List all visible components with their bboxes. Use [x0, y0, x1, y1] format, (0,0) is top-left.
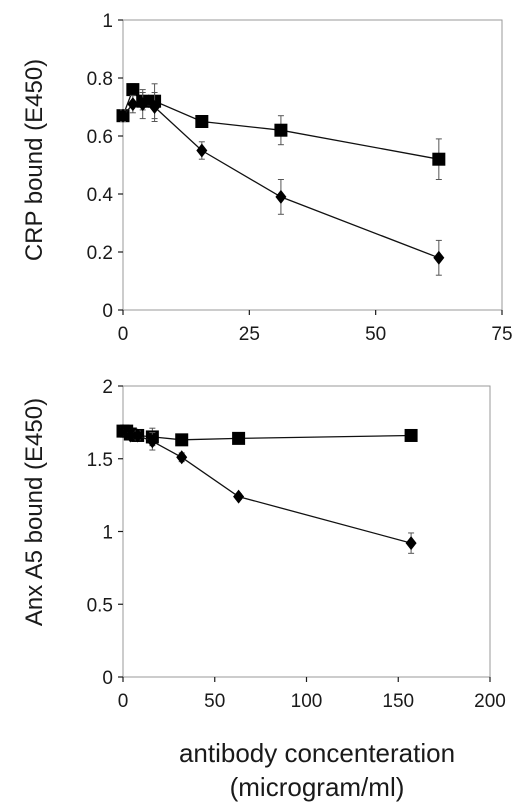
x-tick-label: 50: [204, 691, 225, 712]
x-tick-label: 75: [491, 324, 512, 345]
x-tick-label: 0: [118, 324, 129, 345]
data-point-square: [274, 123, 288, 137]
y-tick-label: 1: [102, 523, 113, 544]
y-tick-label: 0.6: [87, 127, 113, 148]
y-axis-title: CRP bound (E450): [21, 59, 48, 261]
data-point-diamond: [137, 97, 149, 112]
x-tick-label: 25: [239, 324, 260, 345]
data-point-diamond: [149, 100, 161, 114]
data-point-square: [232, 431, 246, 445]
data-point-square: [175, 433, 189, 447]
data-point-diamond: [127, 97, 139, 112]
data-point-diamond: [196, 143, 208, 158]
series-line-square: [123, 430, 412, 441]
plot-area-border: [122, 385, 491, 678]
x-axis-title-line-1: antibody concenteration: [179, 738, 455, 768]
x-tick-label: 50: [365, 324, 386, 345]
data-point-diamond: [433, 250, 445, 265]
y-tick-label: 1: [102, 11, 113, 32]
data-point-diamond: [405, 536, 417, 551]
plot-area-border: [122, 19, 503, 311]
y-tick-label: 0: [102, 301, 113, 322]
y-tick-label: 2: [102, 377, 113, 398]
crp-panel: CRP bound (E450) 0 0.2 0.4 0.6 0.8 1 0 25 50 75: [21, 11, 513, 345]
y-tick-label: 0: [102, 668, 113, 689]
data-point-square: [432, 152, 446, 166]
x-tick-label: 150: [382, 691, 414, 712]
data-point-diamond: [233, 489, 245, 504]
y-tick-label: 1.5: [87, 450, 113, 471]
data-point-square: [126, 83, 140, 97]
data-point-square: [195, 115, 209, 128]
x-tick-label: 0: [118, 691, 129, 712]
y-tick-label: 0.2: [87, 243, 113, 264]
x-tick-label: 200: [474, 691, 506, 712]
series-line-diamond: [122, 430, 412, 544]
data-point-diamond: [117, 108, 129, 123]
y-tick-label: 0.5: [87, 595, 113, 616]
x-tick-label: 100: [291, 691, 323, 712]
data-point-diamond: [176, 450, 188, 465]
x-axis-title-line-2: (microgram/ml): [230, 772, 405, 802]
data-point-diamond: [146, 434, 158, 449]
y-tick-label: 0.4: [87, 185, 114, 206]
data-point-diamond: [275, 189, 287, 204]
anx-a5-panel: Anx A5 bound (E450) antibody concenterat…: [21, 377, 506, 802]
y-tick-label: 0.8: [87, 69, 113, 90]
data-point-square: [404, 428, 418, 442]
y-axis-title: Anx A5 bound (E450): [21, 398, 48, 626]
data-point-diamond: [124, 428, 136, 443]
data-point-diamond: [132, 428, 144, 443]
